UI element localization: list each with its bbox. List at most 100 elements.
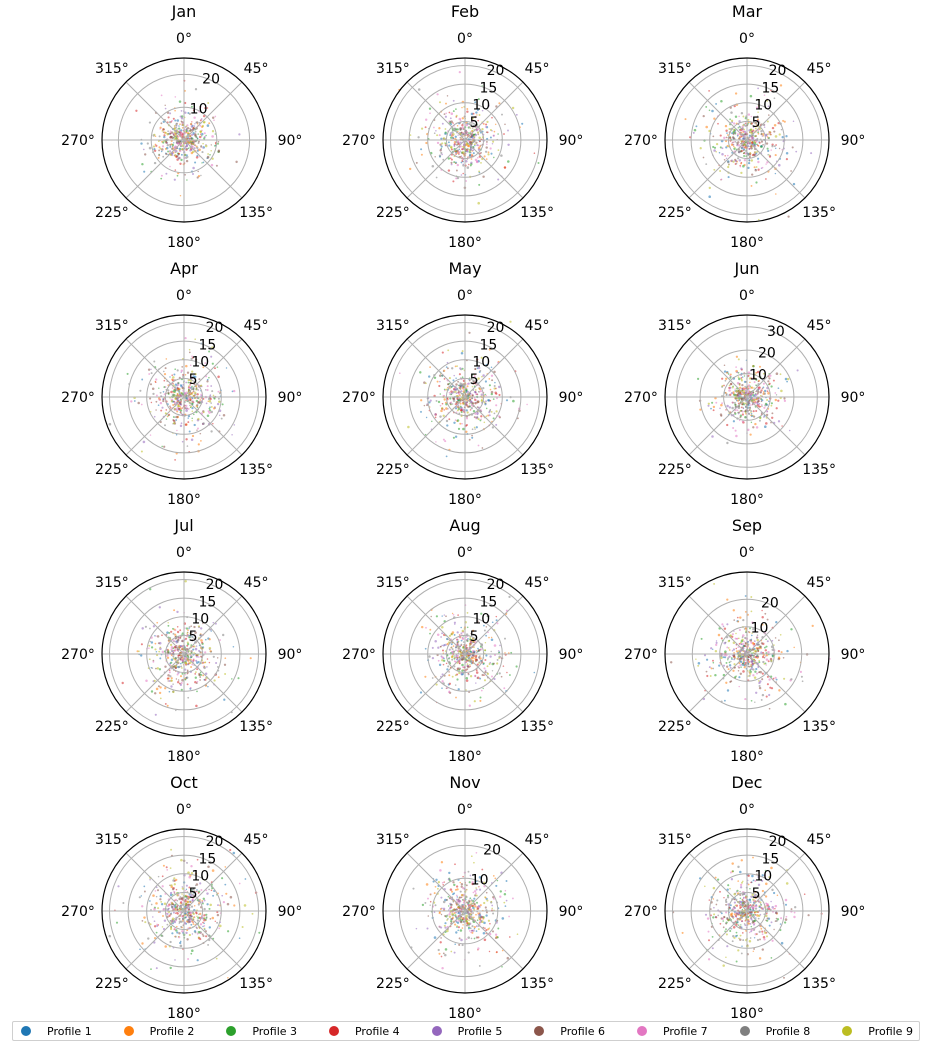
data-point bbox=[191, 150, 195, 154]
data-point bbox=[723, 364, 726, 367]
data-point bbox=[768, 678, 771, 681]
data-point bbox=[483, 155, 486, 158]
data-point bbox=[444, 440, 447, 443]
data-point bbox=[492, 417, 495, 420]
data-point bbox=[200, 118, 203, 120]
data-point bbox=[719, 146, 722, 149]
data-point bbox=[172, 376, 175, 379]
data-point bbox=[442, 370, 445, 372]
data-point bbox=[168, 150, 172, 153]
data-point bbox=[212, 655, 215, 658]
data-point bbox=[476, 127, 480, 131]
data-point bbox=[440, 409, 443, 413]
data-point bbox=[741, 642, 745, 646]
data-point bbox=[455, 401, 458, 404]
data-point bbox=[743, 158, 747, 162]
data-point bbox=[507, 129, 509, 132]
data-point bbox=[174, 959, 176, 961]
data-point bbox=[472, 125, 476, 128]
data-point bbox=[225, 892, 228, 895]
data-point bbox=[765, 658, 769, 661]
data-point bbox=[765, 133, 768, 136]
data-point bbox=[750, 641, 753, 644]
data-point bbox=[163, 919, 167, 922]
data-point bbox=[750, 404, 752, 406]
data-point bbox=[417, 88, 421, 91]
data-point bbox=[192, 648, 195, 651]
data-point bbox=[446, 361, 449, 364]
angle-tick-label: 225° bbox=[376, 719, 410, 735]
data-point bbox=[207, 153, 210, 155]
data-point bbox=[187, 696, 190, 699]
data-point bbox=[726, 689, 730, 692]
data-point bbox=[705, 163, 708, 166]
data-point bbox=[733, 130, 735, 132]
data-point bbox=[475, 141, 478, 145]
data-point bbox=[477, 144, 480, 147]
data-point bbox=[165, 866, 168, 869]
data-point bbox=[447, 349, 450, 352]
data-point bbox=[479, 140, 481, 142]
data-point bbox=[459, 388, 462, 391]
data-point bbox=[223, 663, 227, 666]
data-point bbox=[455, 383, 458, 386]
data-point bbox=[197, 142, 200, 145]
data-point bbox=[153, 925, 157, 928]
data-point bbox=[174, 633, 177, 636]
data-point bbox=[470, 407, 473, 410]
data-point bbox=[447, 665, 450, 668]
data-point bbox=[491, 116, 493, 119]
data-point bbox=[747, 166, 750, 170]
data-point bbox=[155, 378, 158, 381]
data-point bbox=[187, 132, 190, 135]
data-point bbox=[496, 662, 499, 665]
data-point bbox=[443, 378, 446, 380]
data-point bbox=[755, 181, 758, 184]
data-point bbox=[486, 672, 490, 676]
data-point bbox=[483, 421, 486, 424]
data-point bbox=[775, 678, 778, 681]
radial-tick-label: 15 bbox=[479, 594, 497, 610]
radial-tick-label: 10 bbox=[749, 367, 767, 383]
data-point bbox=[469, 148, 473, 151]
data-point bbox=[765, 413, 769, 417]
angle-tick-label: 135° bbox=[239, 719, 273, 735]
data-point bbox=[757, 160, 760, 164]
data-point bbox=[484, 402, 487, 405]
data-point bbox=[177, 656, 180, 659]
data-point bbox=[185, 407, 188, 410]
data-point bbox=[733, 141, 735, 143]
data-point bbox=[741, 376, 744, 378]
data-point bbox=[431, 677, 434, 679]
data-point bbox=[449, 397, 452, 400]
data-point bbox=[742, 618, 745, 622]
data-point bbox=[187, 147, 190, 150]
data-point bbox=[168, 631, 171, 634]
data-point bbox=[177, 661, 180, 665]
data-point bbox=[474, 398, 477, 402]
data-point bbox=[771, 416, 774, 419]
data-point bbox=[420, 410, 422, 413]
data-point bbox=[724, 650, 727, 653]
data-point bbox=[157, 140, 160, 143]
data-point bbox=[473, 143, 476, 146]
data-point bbox=[185, 404, 188, 408]
data-point bbox=[206, 124, 210, 127]
data-point bbox=[754, 377, 756, 380]
data-point bbox=[503, 687, 506, 690]
data-point bbox=[214, 407, 216, 409]
data-point bbox=[158, 146, 161, 149]
data-point bbox=[179, 144, 182, 147]
data-point bbox=[729, 382, 733, 386]
data-point bbox=[497, 133, 499, 135]
data-point bbox=[488, 636, 490, 639]
data-point bbox=[186, 445, 189, 447]
data-point bbox=[460, 161, 463, 164]
data-point bbox=[453, 374, 455, 377]
data-point bbox=[758, 218, 760, 221]
data-point bbox=[179, 409, 183, 412]
data-point bbox=[172, 911, 175, 914]
data-point bbox=[150, 372, 153, 375]
